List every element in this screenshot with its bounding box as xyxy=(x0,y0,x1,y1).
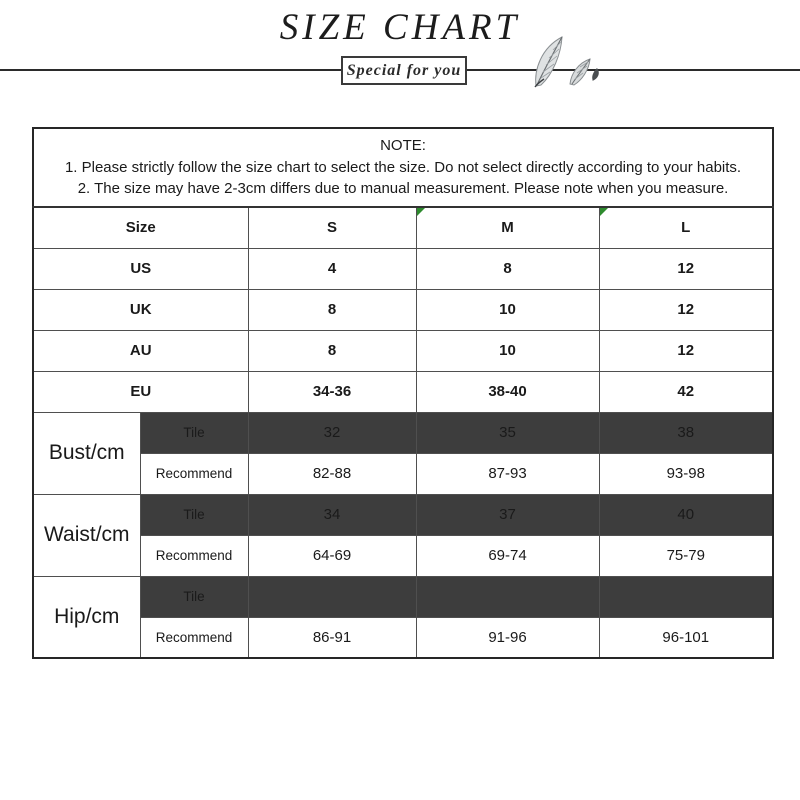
cell: 69-74 xyxy=(415,534,600,577)
table-row-bust-recommend: Recommend 82-88 87-93 93-98 xyxy=(33,452,774,495)
cell-corner-marker-icon xyxy=(600,208,608,216)
size-corner-label: Size xyxy=(32,206,249,249)
cell xyxy=(247,575,417,618)
group-label-bust: Bust/cm xyxy=(32,411,141,495)
table-row-eu: EU 34-36 38-40 42 xyxy=(32,370,774,413)
sub-label-tile: Tile xyxy=(139,411,249,454)
table-row-bust-tile: Bust/cm Tile 32 35 38 xyxy=(32,411,774,495)
row-label: UK xyxy=(32,288,249,331)
table-row-au: AU 8 10 12 xyxy=(32,329,774,372)
cell xyxy=(415,575,600,618)
cell: 93-98 xyxy=(598,452,774,495)
row-label: AU xyxy=(32,329,249,372)
table-row-hip-recommend: Recommend 86-91 91-96 96-101 xyxy=(33,616,774,659)
cell: 10 xyxy=(415,329,600,372)
size-column-s: S xyxy=(247,206,417,249)
note-heading: NOTE: xyxy=(380,136,426,154)
cell: 75-79 xyxy=(598,534,774,577)
cell: 38 xyxy=(598,411,774,454)
sub-label-recommend: Recommend xyxy=(139,452,249,495)
cell: 37 xyxy=(415,493,600,536)
size-column-m: M xyxy=(415,206,600,249)
cell: 8 xyxy=(415,247,600,290)
note-line-2: 2. The size may have 2-3cm differs due t… xyxy=(77,180,729,198)
table-row-waist-recommend: Recommend 64-69 69-74 75-79 xyxy=(33,534,774,577)
size-column-l: L xyxy=(598,206,774,249)
note-row: NOTE: 1. Please strictly follow the size… xyxy=(32,127,774,208)
note-box: NOTE: 1. Please strictly follow the size… xyxy=(32,127,774,208)
row-label: EU xyxy=(32,370,249,413)
cell: 87-93 xyxy=(415,452,600,495)
cell xyxy=(598,575,774,618)
cell: 86-91 xyxy=(247,616,417,659)
cell: 32 xyxy=(247,411,417,454)
cell: 96-101 xyxy=(598,616,774,659)
group-label-hip: Hip/cm xyxy=(32,575,141,659)
cell: 38-40 xyxy=(415,370,600,413)
cell-corner-marker-icon xyxy=(417,208,425,216)
cell: 10 xyxy=(415,288,600,331)
group-label-waist: Waist/cm xyxy=(32,493,141,577)
cell: 12 xyxy=(598,329,774,372)
cell: 12 xyxy=(598,247,774,290)
sub-label-tile: Tile xyxy=(139,575,249,618)
table-row-hip-tile: Hip/cm Tile xyxy=(32,575,774,659)
cell: 64-69 xyxy=(247,534,417,577)
page-title: SIZE CHART xyxy=(279,7,521,48)
note-line-1: 1. Please strictly follow the size chart… xyxy=(64,158,742,176)
sub-label-tile: Tile xyxy=(139,493,249,536)
cell: 8 xyxy=(247,288,417,331)
row-label: US xyxy=(32,247,249,290)
feather-icon xyxy=(534,36,599,88)
table-row-waist-tile: Waist/cm Tile 34 37 40 xyxy=(32,493,774,577)
cell: 4 xyxy=(247,247,417,290)
cell: 34-36 xyxy=(247,370,417,413)
cell: 82-88 xyxy=(247,452,417,495)
cell: 42 xyxy=(598,370,774,413)
sub-label-recommend: Recommend xyxy=(139,616,249,659)
size-chart-table: NOTE: 1. Please strictly follow the size… xyxy=(32,127,775,659)
cell: 8 xyxy=(247,329,417,372)
cell: 91-96 xyxy=(415,616,600,659)
sub-label-recommend: Recommend xyxy=(139,534,249,577)
cell: 35 xyxy=(415,411,600,454)
cell: 40 xyxy=(598,493,774,536)
cell: 12 xyxy=(598,288,774,331)
size-header-row: Size S M L xyxy=(32,206,774,249)
special-for-you-badge: Special for you xyxy=(341,56,467,85)
table-row-uk: UK 8 10 12 xyxy=(32,288,774,331)
table-row-us: US 4 8 12 xyxy=(32,247,774,290)
cell: 34 xyxy=(247,493,417,536)
